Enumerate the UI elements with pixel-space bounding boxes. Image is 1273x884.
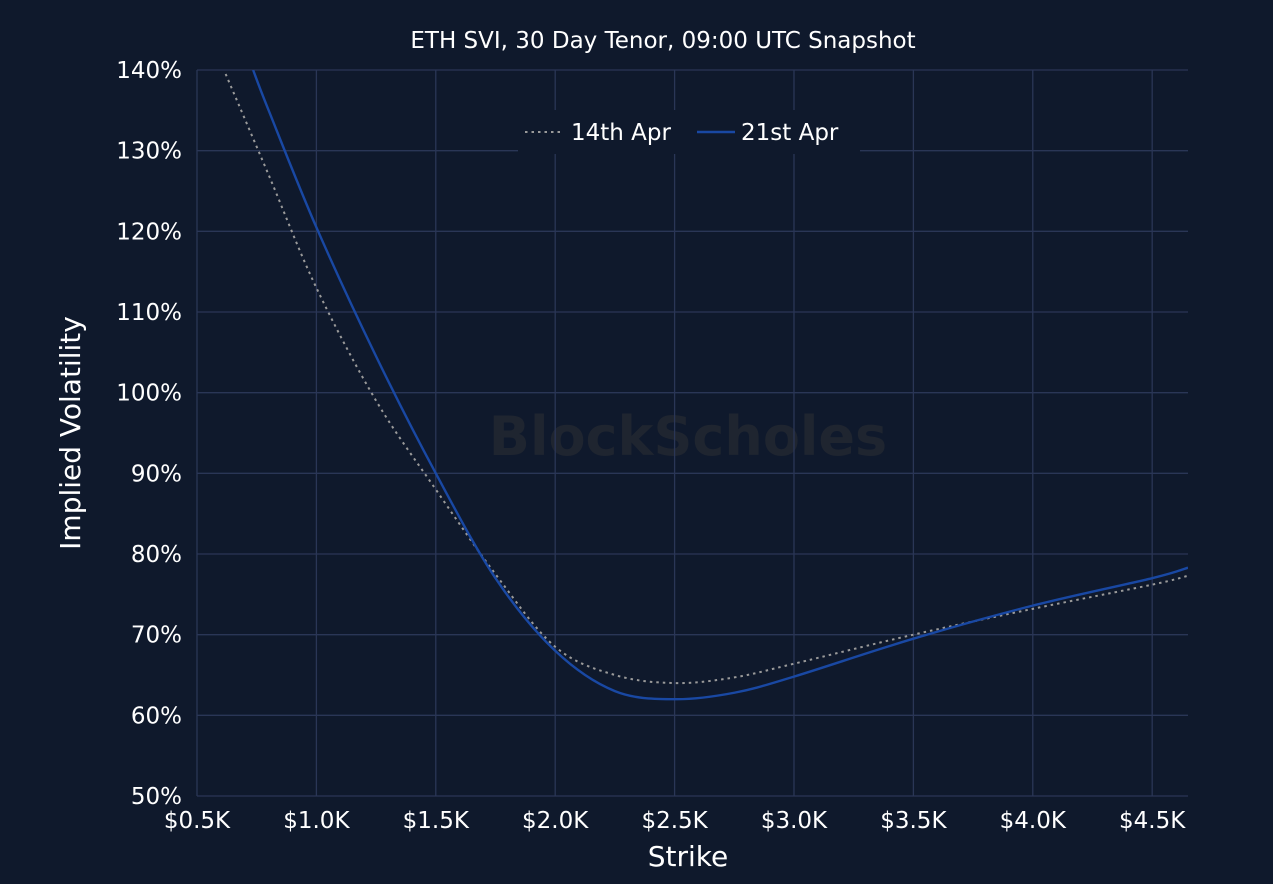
x-tick-label: $3.5K bbox=[880, 808, 947, 834]
legend: 14th Apr 21st Apr bbox=[518, 110, 860, 154]
x-tick-label: $4.5K bbox=[1119, 808, 1186, 834]
grid-layer bbox=[196, 69, 1188, 797]
y-tick-label: 100% bbox=[116, 381, 182, 407]
x-tick-label: $1.5K bbox=[403, 808, 470, 834]
chart-title: ETH SVI, 30 Day Tenor, 09:00 UTC Snapsho… bbox=[410, 28, 915, 54]
tick-labels: 50% 60% 70% 80% 90% 100% 110% 120% 130% 140% $0.5K… bbox=[116, 58, 1186, 834]
series-line-14th-apr bbox=[224, 73, 1188, 685]
y-tick-label: 90% bbox=[131, 461, 182, 487]
y-tick-label: 120% bbox=[116, 219, 182, 245]
x-tick-label: $3.0K bbox=[761, 808, 828, 834]
legend-background bbox=[518, 110, 860, 154]
x-axis-title: Strike bbox=[648, 840, 729, 873]
legend-label: 21st Apr bbox=[741, 120, 839, 146]
y-tick-label: 110% bbox=[116, 300, 182, 326]
y-tick-label: 130% bbox=[116, 139, 182, 165]
y-tick-label: 50% bbox=[131, 784, 182, 810]
series-line-21st-apr bbox=[251, 70, 1188, 701]
y-tick-label: 70% bbox=[131, 623, 182, 649]
x-tick-label: $4.0K bbox=[1000, 808, 1067, 834]
y-tick-label: 140% bbox=[116, 58, 182, 84]
x-tick-label: $2.0K bbox=[522, 808, 589, 834]
y-axis-title: Implied Volatility bbox=[54, 316, 87, 550]
x-tick-label: $0.5K bbox=[164, 808, 231, 834]
legend-label: 14th Apr bbox=[571, 120, 672, 146]
watermark: BlockScholes bbox=[489, 405, 887, 468]
x-tick-label: $1.0K bbox=[283, 808, 350, 834]
series-layer bbox=[224, 70, 1188, 701]
y-tick-label: 60% bbox=[131, 703, 182, 729]
x-tick-label: $2.5K bbox=[641, 808, 708, 834]
y-tick-label: 80% bbox=[131, 542, 182, 568]
